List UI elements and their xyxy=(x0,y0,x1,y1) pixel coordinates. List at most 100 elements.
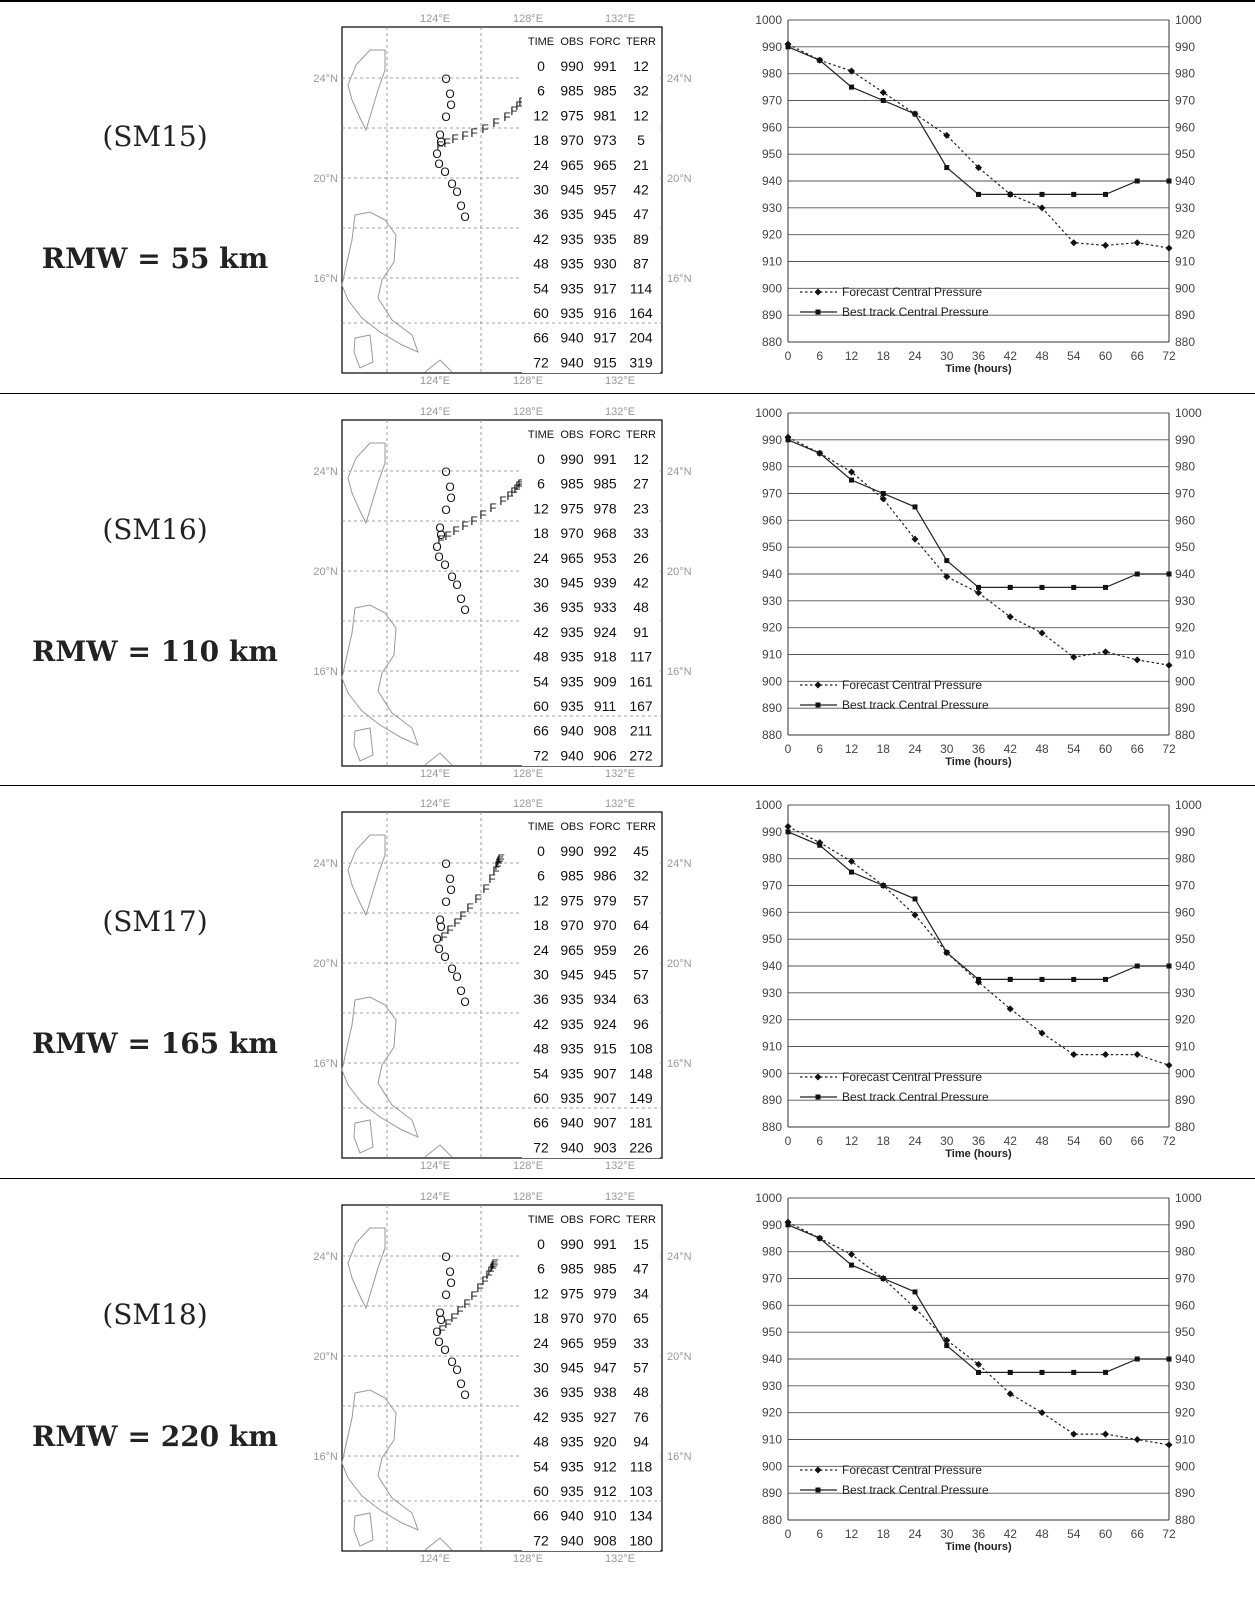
legend: Forecast Central Pressure Best track Cent… xyxy=(800,678,989,712)
forecast-track-marker: F xyxy=(470,126,477,140)
table-cell: 66 xyxy=(533,1115,549,1131)
best-track-series-line xyxy=(787,439,1169,588)
map-lon-label-bottom: 124°E xyxy=(420,1553,450,1565)
forecast-track-marker: F xyxy=(456,1304,463,1318)
table-cell: 24 xyxy=(533,942,549,958)
table-cell: 981 xyxy=(593,107,617,123)
map-frame xyxy=(341,26,663,374)
best-track-point xyxy=(944,950,950,956)
y-tick-label-right: 960 xyxy=(1175,513,1195,527)
map-lat-label-right: 16°N xyxy=(667,273,692,285)
y-tick-label-right: 920 xyxy=(1175,621,1195,635)
forecast-point xyxy=(943,131,951,139)
y-tick-label-left: 910 xyxy=(762,1040,782,1054)
table-cell: 204 xyxy=(629,330,653,346)
forecast-point xyxy=(848,468,855,476)
forecast-track-marker: F xyxy=(517,477,524,491)
map-lat-label-left: 20°N xyxy=(313,173,338,185)
y-tick-label-left: 1000 xyxy=(755,13,782,27)
x-tick-label: 30 xyxy=(940,1134,954,1148)
table-cell: 72 xyxy=(533,1139,549,1155)
chart-panel: 880 880 890 890 900 900 910 910 920 920 930 930 940 9… xyxy=(740,393,1255,795)
map-lon-label-bottom: 128°E xyxy=(513,1160,543,1172)
table-cell: 6 xyxy=(537,83,545,99)
obs-track-marker: O xyxy=(441,72,450,86)
table-cell: 18 xyxy=(533,132,549,148)
y-tick-label-left: 950 xyxy=(762,932,782,946)
best-track-point xyxy=(1134,1356,1140,1362)
table-cell: 48 xyxy=(633,599,649,615)
table-cell: 226 xyxy=(629,1139,653,1155)
best-track-point xyxy=(849,477,854,483)
coastline xyxy=(341,604,419,746)
forecast-point xyxy=(1165,661,1173,669)
legend: Forecast Central Pressure Best track Cent… xyxy=(800,285,989,319)
table-cell: 979 xyxy=(593,1285,617,1301)
table-cell: 940 xyxy=(560,1532,584,1548)
map-panel: 124°E 124°E 128°E 128°E 132°E 132°E 24°N 24°N 20… xyxy=(300,0,720,402)
y-tick-label-left: 970 xyxy=(762,1272,782,1286)
map-lat-label-left: 20°N xyxy=(313,566,338,578)
table-cell: 917 xyxy=(593,280,617,296)
best-track-point xyxy=(976,1369,981,1375)
table-background xyxy=(522,28,660,373)
y-tick-label-right: 1000 xyxy=(1175,406,1202,420)
table-header-terr: TERR xyxy=(626,36,656,48)
table-cell: 36 xyxy=(533,599,549,615)
forecast-point xyxy=(848,67,855,75)
map-frame xyxy=(341,1204,663,1552)
x-tick-label: 0 xyxy=(785,742,792,756)
table-cell: 935 xyxy=(560,1041,584,1057)
track-map: 124°E 124°E 128°E 128°E 132°E 132°E 24°N 24°N 20… xyxy=(313,406,691,780)
best-track-point xyxy=(1007,976,1013,982)
best-track-point xyxy=(1103,584,1108,590)
forecast-track-marker: F xyxy=(479,508,486,522)
table-cell: 66 xyxy=(533,330,549,346)
table-cell: 91 xyxy=(633,624,649,640)
forecast-track-marker: F xyxy=(490,1259,497,1273)
table-cell: 935 xyxy=(560,280,584,296)
pressure-chart: 880 880 890 890 900 900 910 910 920 920 930 930 940 9… xyxy=(740,13,1202,375)
table-cell: 968 xyxy=(593,525,617,541)
table-cell: 48 xyxy=(533,256,549,272)
map-lon-label-top: 124°E xyxy=(420,406,450,418)
obs-track-marker: O xyxy=(435,1306,444,1320)
best-track-point xyxy=(944,558,950,564)
map-lat-label-left: 24°N xyxy=(313,466,338,478)
table-cell: 915 xyxy=(593,1041,617,1057)
table-cell: 912 xyxy=(593,1458,617,1474)
table-header-forc: FORC xyxy=(589,36,620,48)
map-lat-label-right: 16°N xyxy=(667,1451,692,1463)
y-tick-label-left: 900 xyxy=(762,281,782,295)
forecast-series-line xyxy=(787,825,1170,1066)
best-track-point xyxy=(976,584,981,590)
x-tick-label: 6 xyxy=(816,349,823,363)
legend-label: Forecast Central Pressure xyxy=(842,285,982,299)
y-tick-label-right: 920 xyxy=(1175,1406,1195,1420)
coastline xyxy=(424,752,453,766)
y-tick-label-left: 890 xyxy=(762,1093,782,1107)
obs-track-marker: O xyxy=(445,872,454,886)
y-tick-label-left: 930 xyxy=(762,201,782,215)
y-tick-label-left: 910 xyxy=(762,648,782,662)
legend: Forecast Central Pressure Best track Cent… xyxy=(800,1463,989,1497)
forecast-track-marker: F xyxy=(459,909,466,923)
y-tick-label-left: 950 xyxy=(762,147,782,161)
obs-track-marker: O xyxy=(460,210,469,224)
x-tick-label: 48 xyxy=(1035,1134,1049,1148)
x-tick-label: 48 xyxy=(1035,1527,1049,1541)
table-cell: 938 xyxy=(593,1384,617,1400)
y-tick-label-left: 890 xyxy=(762,308,782,322)
table-cell: 911 xyxy=(594,698,617,714)
y-tick-label-right: 930 xyxy=(1175,201,1195,215)
x-tick-label: 36 xyxy=(972,1527,986,1541)
y-tick-label-left: 990 xyxy=(762,1218,782,1232)
obs-track-marker: O xyxy=(436,920,445,934)
table-cell: 72 xyxy=(533,1532,549,1548)
coastline xyxy=(353,1512,374,1547)
table-header-obs: OBS xyxy=(560,36,583,48)
obs-track-marker: O xyxy=(456,592,465,606)
forecast-track-marker: F xyxy=(466,901,473,915)
map-lon-label-top: 132°E xyxy=(605,13,635,25)
table-cell: 912 xyxy=(593,1483,617,1499)
